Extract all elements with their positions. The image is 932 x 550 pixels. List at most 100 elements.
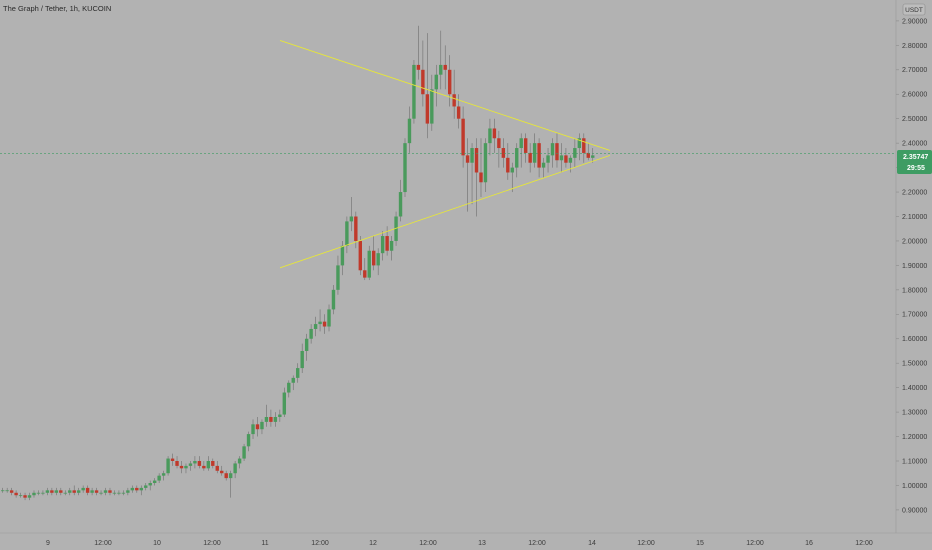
time-axis[interactable] <box>0 533 932 550</box>
time-tick-label: 16 <box>805 540 813 547</box>
time-tick-label: 12:00 <box>311 540 329 547</box>
candle-body <box>510 167 514 173</box>
candle-body <box>461 118 465 156</box>
price-tick-label: 1.70000 <box>902 312 927 319</box>
candle-body <box>479 172 483 183</box>
candle-body <box>591 155 595 158</box>
price-tick-label: 1.80000 <box>902 287 927 294</box>
candle-body <box>439 64 443 75</box>
price-tick-label: 0.90000 <box>902 507 927 514</box>
candle-body <box>197 461 202 466</box>
candle-body <box>421 69 425 95</box>
candle-body <box>135 487 139 491</box>
candle-body <box>32 492 36 496</box>
candle-body <box>36 492 41 494</box>
time-tick-label: 9 <box>46 540 50 547</box>
time-tick-label: 12:00 <box>94 540 112 547</box>
price-axis-labels: 0.90000 1.00000 1.10000 1.20000 1.30000 1.400… <box>896 18 927 514</box>
candle-body <box>179 465 184 469</box>
candle-body <box>416 64 421 70</box>
candle-body <box>403 143 407 193</box>
price-tick-label: 1.30000 <box>902 410 927 417</box>
candle-body <box>152 480 157 484</box>
candle-body <box>376 253 380 266</box>
candle-body <box>211 461 215 466</box>
candle-body <box>166 458 170 474</box>
candle-body <box>184 465 188 469</box>
last-price-badge: 2.35747 29:55 <box>897 150 932 174</box>
candle-body <box>470 148 474 163</box>
candle-body <box>322 321 327 327</box>
candle-body <box>260 421 264 430</box>
price-tick-label: 1.00000 <box>902 483 927 490</box>
candle-body <box>282 392 287 415</box>
candle-body <box>94 490 99 493</box>
price-tick-label: 2.20000 <box>902 189 927 196</box>
trendline-lower[interactable] <box>279 154 611 269</box>
candle-body <box>23 495 27 498</box>
candle-body <box>336 265 340 290</box>
time-tick-label: 12:00 <box>746 540 764 547</box>
trendlines-layer <box>279 40 611 269</box>
candle-body <box>309 328 313 339</box>
time-axis-labels: 9 12:00 10 12:00 11 12:00 12 12:00 13 12:00 14 12:0… <box>46 540 873 547</box>
price-tick-label: 1.20000 <box>902 434 927 441</box>
candle-body <box>18 495 23 497</box>
time-tick-label: 12:00 <box>528 540 546 547</box>
candle-body <box>246 434 251 447</box>
candle-body <box>103 490 108 493</box>
trendline-upper[interactable] <box>279 40 611 151</box>
price-tick-label: 1.40000 <box>902 385 927 392</box>
candle-body <box>327 309 331 327</box>
candle-body <box>99 492 103 494</box>
price-tick-label: 2.00000 <box>902 238 927 245</box>
currency-label-box[interactable]: USDT <box>902 3 926 16</box>
candle-body <box>354 216 358 241</box>
candle-body <box>515 148 519 168</box>
candle-body <box>452 94 456 107</box>
candle-body <box>144 485 148 488</box>
candle-body <box>501 148 506 158</box>
candle-body <box>193 461 197 464</box>
candle-body <box>550 143 555 156</box>
candle-body <box>497 138 501 149</box>
price-tick-label: 2.80000 <box>902 43 927 50</box>
candle-body <box>430 89 434 124</box>
candle-body <box>126 490 130 493</box>
candle-body <box>188 463 193 466</box>
candle-body <box>296 368 300 378</box>
candle-body <box>448 69 452 95</box>
candle-body <box>488 128 492 144</box>
candle-body <box>568 157 573 163</box>
candle-body <box>157 475 161 481</box>
price-tick-label: 2.40000 <box>902 141 927 148</box>
price-tick-label: 1.60000 <box>902 336 927 343</box>
time-tick-label: 12:00 <box>855 540 873 547</box>
candle-body <box>81 487 85 491</box>
candle-body <box>255 424 260 430</box>
candle-body <box>456 106 461 119</box>
candle-body <box>304 338 309 351</box>
candle-body <box>130 487 135 491</box>
candle-body <box>363 270 367 278</box>
candle-body <box>582 138 586 153</box>
candle-body <box>389 240 394 251</box>
candle-body <box>72 490 76 493</box>
candle-body <box>161 473 166 476</box>
time-tick-label: 13 <box>478 540 486 547</box>
candle-body <box>483 143 488 183</box>
candle-body <box>586 152 590 158</box>
countdown-timer: 29:55 <box>907 165 925 172</box>
candle-body <box>121 492 126 494</box>
price-axis[interactable] <box>896 0 932 533</box>
candle-body <box>14 492 18 496</box>
candle-body <box>269 416 273 422</box>
candle-body <box>425 94 430 124</box>
candle-body <box>528 152 532 163</box>
price-tick-label: 2.90000 <box>902 18 927 25</box>
candle-body <box>242 446 246 459</box>
candle-body <box>9 490 14 493</box>
candle-body <box>50 490 54 493</box>
